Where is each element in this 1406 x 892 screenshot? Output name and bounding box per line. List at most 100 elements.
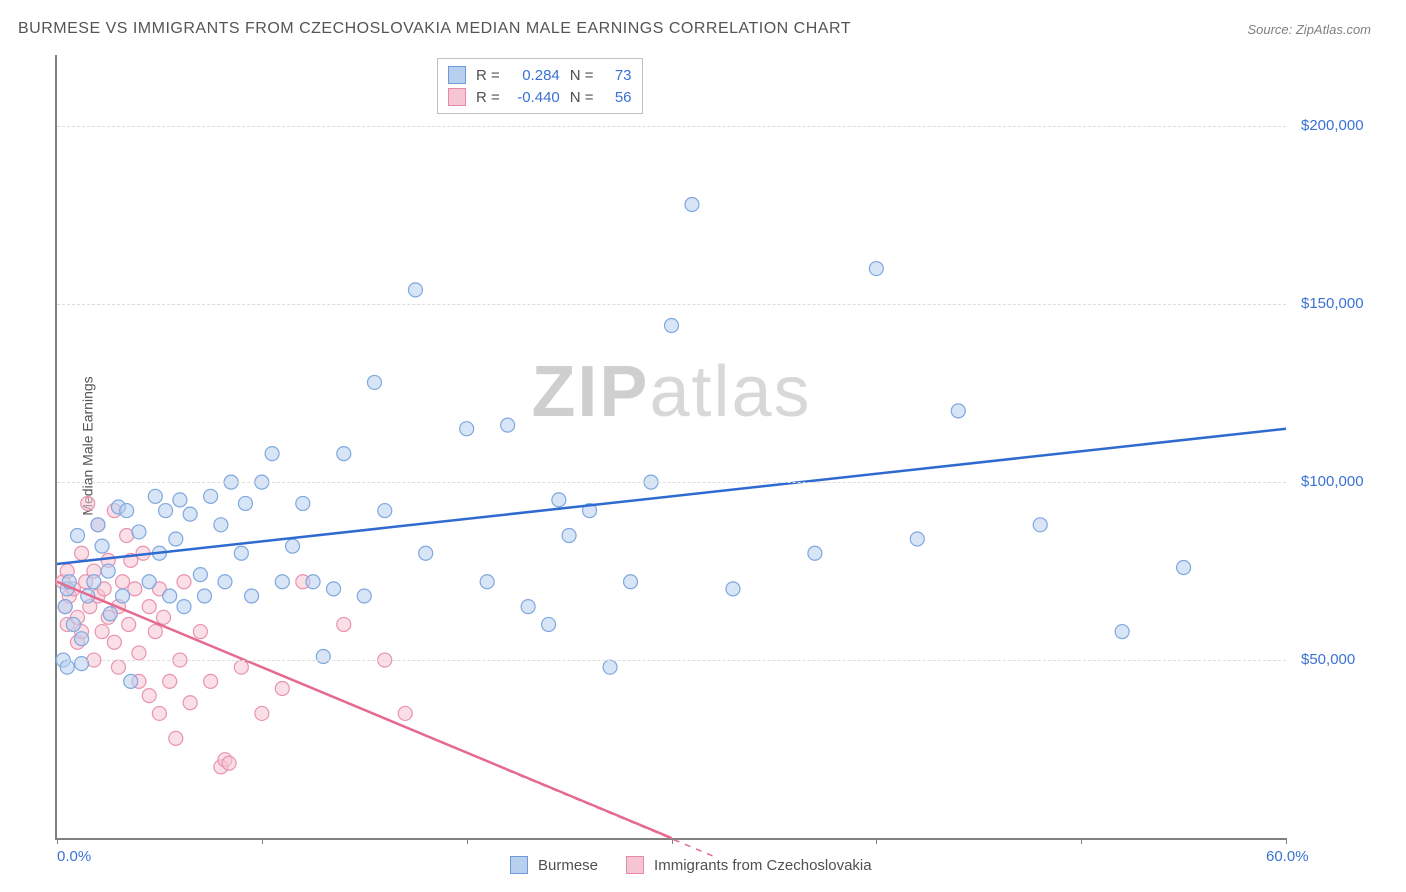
scatter-point — [316, 649, 330, 663]
stat-r-value: -0.440 — [510, 89, 560, 106]
scatter-point — [183, 696, 197, 710]
stat-r-label: R = — [476, 89, 500, 106]
scatter-point — [163, 589, 177, 603]
scatter-point — [869, 262, 883, 276]
scatter-point — [169, 731, 183, 745]
x-axis-start-label: 0.0% — [57, 848, 91, 865]
gridline — [57, 660, 1286, 661]
scatter-point — [103, 607, 117, 621]
scatter-point — [111, 660, 125, 674]
x-tick — [262, 838, 263, 844]
scatter-point — [367, 375, 381, 389]
x-tick — [1081, 838, 1082, 844]
scatter-point — [552, 493, 566, 507]
scatter-point — [460, 422, 474, 436]
scatter-point — [107, 635, 121, 649]
scatter-point — [286, 539, 300, 553]
scatter-point — [128, 582, 142, 596]
series-legend: BurmeseImmigrants from Czechoslovakia — [510, 856, 890, 874]
scatter-point — [132, 646, 146, 660]
scatter-point — [218, 575, 232, 589]
legend-stat-row: R =-0.440N =56 — [448, 86, 632, 108]
scatter-plot-svg — [57, 55, 1286, 838]
stat-r-value: 0.284 — [510, 67, 560, 84]
scatter-point — [91, 518, 105, 532]
scatter-point — [265, 447, 279, 461]
scatter-point — [116, 589, 130, 603]
scatter-point — [157, 610, 171, 624]
scatter-point — [197, 589, 211, 603]
x-tick — [876, 838, 877, 844]
scatter-point — [204, 674, 218, 688]
scatter-point — [1033, 518, 1047, 532]
scatter-point — [275, 575, 289, 589]
x-axis-end-label: 60.0% — [1266, 848, 1309, 865]
scatter-point — [726, 582, 740, 596]
scatter-point — [624, 575, 638, 589]
stat-r-label: R = — [476, 67, 500, 84]
stat-n-value: 73 — [604, 67, 632, 84]
scatter-point — [142, 600, 156, 614]
y-tick-label: $100,000 — [1301, 473, 1364, 490]
scatter-point — [193, 625, 207, 639]
scatter-point — [603, 660, 617, 674]
gridline — [57, 126, 1286, 127]
y-tick-label: $200,000 — [1301, 117, 1364, 134]
scatter-point — [75, 632, 89, 646]
scatter-point — [222, 756, 236, 770]
scatter-point — [148, 489, 162, 503]
scatter-point — [120, 504, 134, 518]
scatter-point — [378, 504, 392, 518]
legend-label: Burmese — [538, 857, 598, 874]
scatter-point — [951, 404, 965, 418]
scatter-point — [75, 546, 89, 560]
scatter-point — [177, 600, 191, 614]
scatter-point — [419, 546, 433, 560]
scatter-point — [296, 496, 310, 510]
chart-title: BURMESE VS IMMIGRANTS FROM CZECHOSLOVAKI… — [18, 20, 851, 38]
correlation-legend: R =0.284N =73R =-0.440N =56 — [437, 58, 643, 114]
scatter-point — [132, 525, 146, 539]
scatter-point — [327, 582, 341, 596]
scatter-point — [398, 706, 412, 720]
gridline — [57, 482, 1286, 483]
scatter-point — [1115, 625, 1129, 639]
stat-n-value: 56 — [604, 89, 632, 106]
scatter-point — [910, 532, 924, 546]
scatter-point — [101, 564, 115, 578]
x-tick — [467, 838, 468, 844]
scatter-point — [159, 504, 173, 518]
scatter-point — [183, 507, 197, 521]
scatter-point — [177, 575, 191, 589]
scatter-point — [501, 418, 515, 432]
scatter-point — [142, 575, 156, 589]
scatter-point — [58, 600, 72, 614]
scatter-point — [116, 575, 130, 589]
scatter-point — [148, 625, 162, 639]
stat-n-label: N = — [570, 67, 594, 84]
scatter-point — [306, 575, 320, 589]
trend-line — [57, 429, 1286, 564]
legend-swatch — [448, 88, 466, 106]
scatter-point — [275, 682, 289, 696]
scatter-point — [685, 197, 699, 211]
scatter-point — [337, 617, 351, 631]
scatter-point — [95, 539, 109, 553]
chart-plot-area: ZIPatlas R =0.284N =73R =-0.440N =56 $50… — [55, 55, 1286, 840]
x-tick — [57, 838, 58, 844]
scatter-point — [521, 600, 535, 614]
x-tick — [1286, 838, 1287, 844]
scatter-point — [562, 528, 576, 542]
scatter-point — [357, 589, 371, 603]
scatter-point — [87, 575, 101, 589]
scatter-point — [234, 546, 248, 560]
scatter-point — [665, 318, 679, 332]
scatter-point — [173, 493, 187, 507]
scatter-point — [214, 518, 228, 532]
scatter-point — [408, 283, 422, 297]
scatter-point — [152, 706, 166, 720]
scatter-point — [75, 657, 89, 671]
legend-swatch — [626, 856, 644, 874]
scatter-point — [95, 625, 109, 639]
gridline — [57, 304, 1286, 305]
